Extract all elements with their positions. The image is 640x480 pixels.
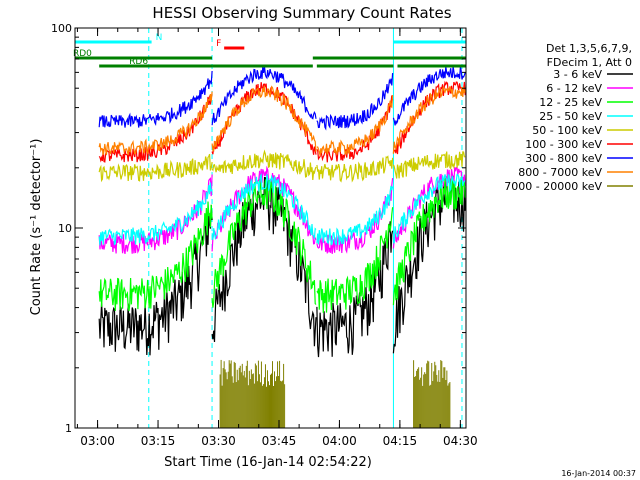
series-7-segment-1 xyxy=(211,85,317,152)
legend-entry-7: 800 - 7000 keV xyxy=(518,166,602,179)
series-7-segment-2 xyxy=(316,95,394,156)
legend-entry-2: 12 - 25 keV xyxy=(539,96,602,109)
series-6-segment-1 xyxy=(211,66,317,126)
series-8-bursts xyxy=(219,359,451,428)
footer-timestamp: 16-Jan-2014 00:37 xyxy=(561,469,636,478)
y-tick-label-2: 100 xyxy=(51,22,72,35)
series-5-segment-0 xyxy=(98,93,213,163)
series-7-segment-3 xyxy=(392,85,466,154)
series-2-segment-2 xyxy=(316,207,394,313)
series-0-segment-1 xyxy=(211,176,317,347)
series-3-segment-2 xyxy=(316,185,394,246)
flag-f-label: F xyxy=(216,39,221,49)
chart-title: HESSI Observing Summary Count Rates xyxy=(152,4,451,22)
chart-axes: 1 10 100 03:00 03:15 03:30 03:45 04:00 04:15 04:3… xyxy=(51,22,478,448)
series-7-segment-0 xyxy=(98,91,213,156)
x-tick-label-1: 03:15 xyxy=(141,434,176,448)
series-4-segment-2 xyxy=(316,155,394,183)
x-tick-label-0: 03:00 xyxy=(80,434,115,448)
legend-entry-6: 300 - 800 keV xyxy=(525,152,602,165)
legend-header-0: Det 1,3,5,6,7,9, xyxy=(546,42,632,55)
series-6-segment-0 xyxy=(98,70,213,128)
series-2-segment-0 xyxy=(98,201,213,312)
flag-bars: N F RD0 RD6 xyxy=(73,33,466,68)
legend-header-1: FDecim 1, Att 0 xyxy=(547,56,632,69)
x-tick-label-4: 04:00 xyxy=(322,434,357,448)
x-tick-label-5: 04:15 xyxy=(383,434,418,448)
legend: Det 1,3,5,6,7,9,FDecim 1, Att 03 - 6 keV… xyxy=(504,42,633,193)
series-2-segment-1 xyxy=(211,178,317,308)
chart-marks xyxy=(74,28,466,428)
series-2-segment-3 xyxy=(392,176,466,306)
flag-rd0-label: RD0 xyxy=(73,49,92,59)
legend-entry-3: 25 - 50 keV xyxy=(539,110,602,123)
x-tick-label-6: 04:30 xyxy=(443,434,478,448)
series-1-segment-0 xyxy=(98,174,213,255)
legend-entry-4: 50 - 100 keV xyxy=(532,124,602,137)
y-tick-label-1: 10 xyxy=(58,222,72,235)
series-5-segment-2 xyxy=(316,95,394,163)
legend-entry-8: 7000 - 20000 keV xyxy=(504,180,602,193)
x-tick-label-3: 03:45 xyxy=(262,434,297,448)
series-3-segment-3 xyxy=(392,173,466,244)
series-4-segment-3 xyxy=(392,151,466,179)
x-tick-label-2: 03:30 xyxy=(201,434,236,448)
flag-rd6-label: RD6 xyxy=(129,57,148,67)
y-axis-label: Count Rate (s⁻¹ detector⁻¹) xyxy=(29,139,44,316)
x-axis-label: Start Time (16-Jan-14 02:54:22) xyxy=(164,455,372,470)
legend-entry-0: 3 - 6 keV xyxy=(553,68,602,81)
series-4-segment-1 xyxy=(211,149,317,180)
flag-n-label: N xyxy=(156,33,163,43)
series-5-segment-3 xyxy=(392,80,466,155)
series-0-segment-2 xyxy=(316,221,394,358)
series-3-segment-1 xyxy=(211,172,317,241)
legend-entry-5: 100 - 300 keV xyxy=(525,138,602,151)
series-4-segment-0 xyxy=(98,153,213,183)
series-6-segment-2 xyxy=(316,73,394,131)
y-tick-label-0: 1 xyxy=(65,422,72,435)
legend-entry-1: 6 - 12 keV xyxy=(546,82,602,95)
series-3-segment-0 xyxy=(98,182,213,246)
